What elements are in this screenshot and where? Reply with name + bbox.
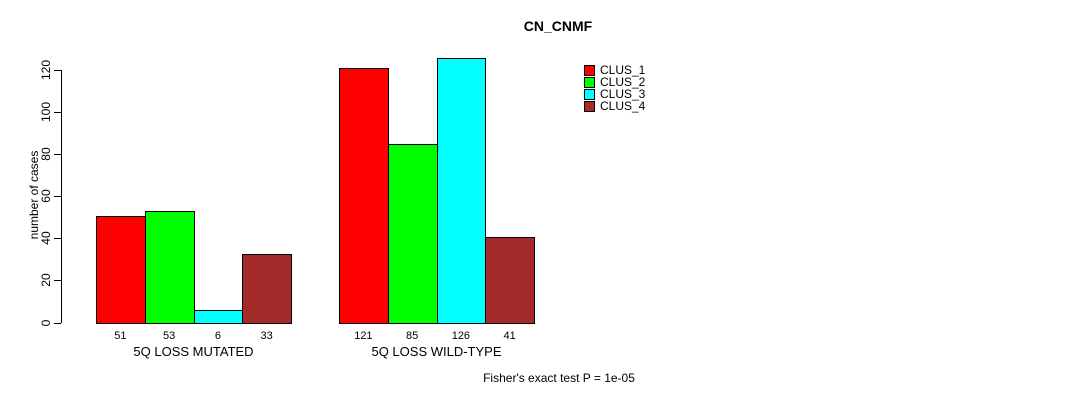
pvalue-annotation: Fisher's exact test P = 1e-05 <box>483 371 635 385</box>
bar-clus_2 <box>387 143 438 324</box>
y-tick-mark <box>54 70 61 72</box>
y-tick-label: 100 <box>39 102 53 123</box>
y-axis-line <box>61 70 62 324</box>
bar-clus_3 <box>193 309 244 324</box>
legend-row: CLUS_3 <box>584 88 645 100</box>
y-tick-label: 80 <box>39 147 53 161</box>
bar-value-label: 85 <box>406 330 419 342</box>
y-tick-mark <box>54 196 61 198</box>
bar-clus_2 <box>144 210 195 324</box>
y-tick-mark <box>54 154 61 156</box>
category-label: 5Q LOSS WILD-TYPE <box>371 344 502 359</box>
bar-value-label: 126 <box>451 330 471 342</box>
bar-value-label: 53 <box>163 330 176 342</box>
legend-row: CLUS_4 <box>584 100 645 112</box>
bar-clus_1 <box>339 67 389 324</box>
legend-swatch-clus_4 <box>584 100 595 112</box>
y-tick-mark <box>54 112 61 114</box>
category-label: 5Q LOSS MUTATED <box>133 344 254 359</box>
y-tick-label: 40 <box>39 231 53 246</box>
legend-label: CLUS_4 <box>600 99 646 113</box>
bar-value-label: 33 <box>260 330 273 342</box>
legend-swatch-clus_3 <box>584 88 595 100</box>
legend-swatch-clus_1 <box>584 64 595 76</box>
bar-value-label: 41 <box>503 330 516 342</box>
legend-label: CLUS_1 <box>600 63 646 77</box>
legend-swatch-clus_2 <box>584 76 595 88</box>
bar-clus_1 <box>96 215 146 324</box>
y-tick-mark <box>54 238 61 240</box>
y-tick-label: 120 <box>39 60 53 81</box>
bar-value-label: 121 <box>354 330 373 342</box>
bar-clus_4 <box>242 253 292 324</box>
y-tick-label: 60 <box>39 189 53 203</box>
legend-row: CLUS_1 <box>584 64 645 76</box>
y-tick-mark <box>54 280 61 282</box>
y-tick-mark <box>54 322 61 324</box>
bar-clus_4 <box>485 236 535 324</box>
y-tick-label: 20 <box>39 273 53 288</box>
legend-row: CLUS_2 <box>584 76 645 88</box>
bar-value-label: 51 <box>114 330 127 342</box>
bar-clus_3 <box>436 57 487 324</box>
legend-label: CLUS_3 <box>600 87 646 101</box>
chart-title: CN_CNMF <box>523 18 593 34</box>
legend: CLUS_1 CLUS_2 CLUS_3 CLUS_4 <box>584 64 645 112</box>
legend-label: CLUS_2 <box>600 75 646 89</box>
bar-value-label: 6 <box>214 330 221 342</box>
y-tick-label: 0 <box>39 319 53 326</box>
